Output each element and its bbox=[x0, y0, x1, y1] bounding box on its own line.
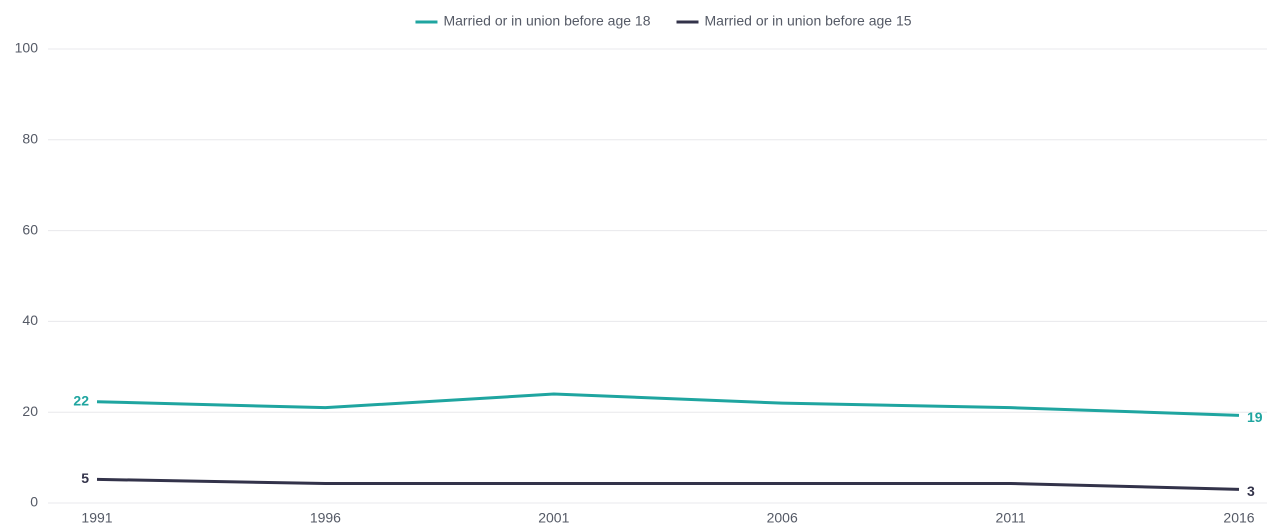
x-tick-label: 1996 bbox=[310, 510, 341, 526]
legend-item: Married or in union before age 15 bbox=[676, 13, 912, 29]
x-tick-label: 2011 bbox=[996, 510, 1026, 526]
x-tick-label: 2016 bbox=[1223, 510, 1254, 526]
series-line bbox=[96, 392, 1240, 417]
y-tick-label: 40 bbox=[22, 312, 38, 328]
data-label: 3 bbox=[1247, 483, 1255, 499]
legend-label: Married or in union before age 18 bbox=[443, 13, 650, 29]
x-tick-label: 2001 bbox=[538, 510, 569, 526]
data-label: 19 bbox=[1247, 409, 1263, 425]
y-tick-label: 100 bbox=[15, 40, 39, 56]
y-tick-label: 60 bbox=[22, 221, 38, 237]
legend-item: Married or in union before age 18 bbox=[415, 13, 651, 29]
y-tick-label: 80 bbox=[22, 131, 38, 147]
x-tick-label: 1991 bbox=[81, 510, 112, 526]
y-tick-label: 0 bbox=[30, 494, 38, 510]
data-label: 5 bbox=[81, 470, 89, 486]
legend: Married or in union before age 18 Married… bbox=[415, 13, 912, 29]
legend-label: Married or in union before age 15 bbox=[705, 13, 912, 29]
y-tick-label: 20 bbox=[22, 403, 38, 419]
x-tick-label: 2006 bbox=[767, 510, 798, 526]
series-line bbox=[96, 477, 1240, 491]
data-label: 22 bbox=[73, 392, 89, 408]
